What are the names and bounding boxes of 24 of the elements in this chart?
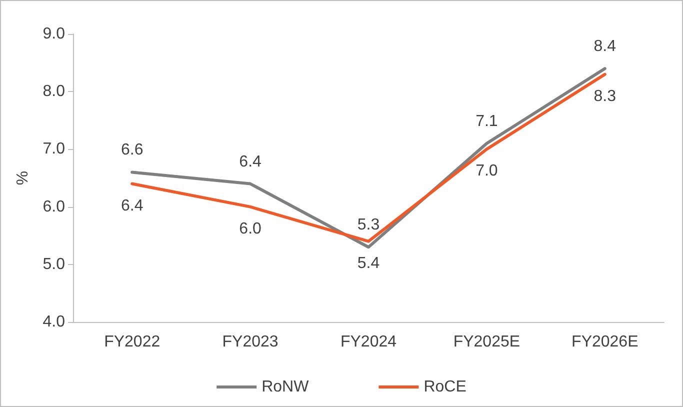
data-label: 5.4 [357, 254, 380, 272]
data-label: 6.4 [239, 153, 262, 170]
x-tick-label: FY2026E [572, 334, 638, 350]
data-label: 6.0 [239, 220, 262, 238]
data-label: 5.3 [357, 216, 380, 234]
y-tick-label: 9.0 [42, 26, 66, 42]
data-label: 6.6 [120, 142, 144, 159]
legend-label: RoCE [424, 378, 466, 396]
data-label: 8.3 [594, 88, 616, 105]
data-label: 7.1 [476, 112, 498, 130]
y-tick-label: 6.0 [42, 198, 66, 216]
x-tick-label: FY2024 [340, 334, 397, 350]
data-label: 6.4 [120, 197, 144, 214]
x-tick-label: FY2023 [222, 334, 278, 350]
y-axis-title: % [14, 170, 32, 186]
y-tick-label: 8.0 [42, 83, 66, 100]
legend-label: RoNW [262, 378, 310, 396]
data-label: 7.0 [476, 162, 498, 180]
x-tick-label: FY2022 [104, 334, 160, 350]
y-tick-label: 7.0 [42, 140, 66, 158]
y-tick-label: 4.0 [42, 314, 66, 330]
x-tick-label: FY2025E [453, 334, 520, 350]
y-tick-label: 5.0 [42, 256, 66, 273]
data-label: 8.4 [594, 38, 616, 56]
